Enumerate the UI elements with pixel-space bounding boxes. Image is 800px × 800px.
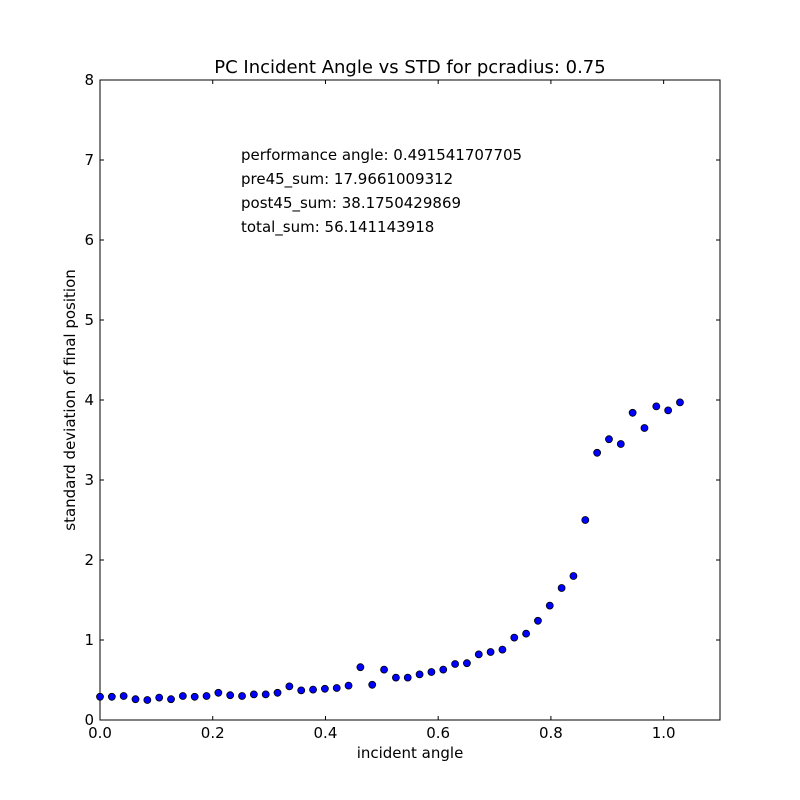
y-tick-label: 3 [84,471,94,489]
x-tick-label: 0.0 [88,724,112,742]
y-tick-label: 5 [84,311,94,329]
y-tick-label: 8 [84,71,94,89]
data-point [119,692,128,700]
data-point [107,692,116,701]
data-point [534,616,542,625]
x-tick-label: 0.2 [201,724,225,742]
chart-title: PC Incident Angle vs STD for pcradius: 0… [214,57,605,78]
data-point [498,645,507,654]
data-point [96,692,104,701]
y-tick-label: 1 [84,631,94,649]
x-axis-label: incident angle [357,744,464,762]
x-tick-label: 1.0 [652,724,676,742]
data-point [474,650,483,659]
data-point [332,684,341,692]
data-point [131,695,140,704]
data-point [616,440,625,448]
data-point [486,648,495,656]
data-point [214,688,223,697]
y-tick-label: 0 [84,711,94,729]
annotation-post45-sum: post45_sum: 38.1750429869 [241,194,461,213]
annotation-performance-angle: performance angle: 0.491541707705 [241,146,522,164]
data-point [143,696,152,704]
data-point [261,690,270,699]
y-axis-label: standard deviation of final position [61,269,79,531]
data-point [380,665,388,674]
data-point [285,682,294,691]
data-point [297,686,306,695]
data-point [640,424,649,432]
data-point [368,680,377,689]
data-point [320,684,329,693]
annotation-block: performance angle: 0.491541707705 pre45_… [241,146,522,237]
data-point [593,448,602,457]
plot-area [99,79,721,721]
data-point [155,693,164,702]
axis-ticks: 0.0 0.2 0.4 0.6 0.8 1.0 0 1 2 3 4 5 6 7 8 [84,71,720,742]
data-point [309,685,317,694]
data-point [403,673,412,682]
y-tick-label: 7 [84,151,94,169]
x-tick-label: 0.6 [426,724,450,742]
data-point [226,691,235,700]
data-point [545,601,554,610]
data-point [273,688,282,697]
data-point [451,660,459,668]
annotation-total-sum: total_sum: 56.141143918 [241,218,434,237]
data-point [569,572,578,580]
data-point [557,584,566,592]
data-point [344,681,353,690]
x-tick-label: 0.8 [539,724,563,742]
data-point [664,406,673,415]
x-tick-label: 0.4 [314,724,338,742]
data-point [238,692,246,700]
y-tick-label: 2 [84,551,94,569]
y-tick-label: 6 [84,231,94,249]
data-point [522,629,531,638]
data-point [202,692,211,700]
data-point [439,665,448,674]
y-tick-label: 4 [84,391,94,409]
data-point [190,692,199,701]
data-point [356,663,365,672]
data-point [628,408,637,417]
data-points [96,398,684,704]
data-point [676,398,684,407]
data-point [605,435,613,444]
data-point [652,402,661,411]
data-point [427,668,436,676]
data-point [249,690,258,699]
data-point [415,670,424,679]
data-point [581,516,590,524]
data-point [167,695,175,704]
annotation-pre45-sum: pre45_sum: 17.9661009312 [241,170,453,189]
data-point [463,659,471,668]
data-point [510,633,519,642]
data-point [178,692,187,700]
data-point [392,673,400,682]
